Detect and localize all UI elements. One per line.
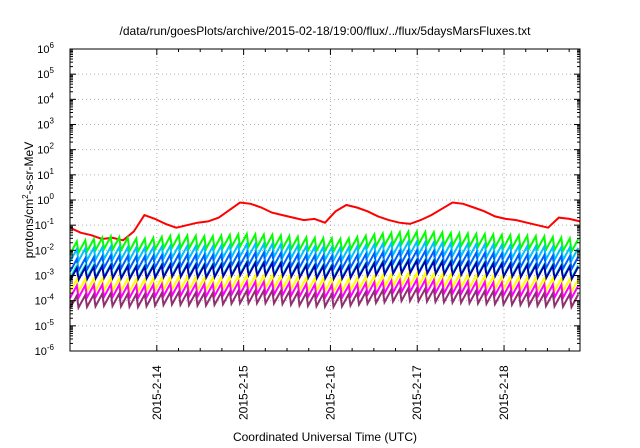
series-line-8 <box>69 276 580 302</box>
x-axis-label: Coordinated Universal Time (UTC) <box>233 430 417 444</box>
y-axis-label-base: protons/cm <box>22 199 36 258</box>
y-tick-label: 10-2 <box>35 242 55 257</box>
y-tick-label: 102 <box>37 142 54 157</box>
y-tick-label-exp: -5 <box>47 318 55 327</box>
y-tick-label-base: 10 <box>35 296 47 308</box>
y-tick-label-exp: 4 <box>50 91 55 100</box>
y-tick-label-base: 10 <box>37 120 49 132</box>
y-tick-label-base: 10 <box>37 69 49 81</box>
y-tick-label-exp: -1 <box>47 217 55 226</box>
series-line-3 <box>69 238 580 265</box>
x-tick-label: 2015-2-15 <box>237 365 251 420</box>
plot-area-frame <box>69 48 581 352</box>
x-tick-label: 2015-2-17 <box>410 365 424 420</box>
y-tick-label-base: 10 <box>35 271 47 283</box>
y-tick-label-exp: -4 <box>47 293 55 302</box>
y-tick-label-base: 10 <box>37 94 49 106</box>
y-axis-label-sup: 2 <box>21 194 30 199</box>
y-tick-label-base: 10 <box>35 245 47 257</box>
y-axis-label: protons/cm2-s-sr-MeV <box>21 142 36 258</box>
y-tick-label-base: 10 <box>37 44 49 56</box>
y-tick-label-exp: 0 <box>50 192 55 201</box>
y-tick-label-exp: 1 <box>50 167 55 176</box>
y-axis-label-rest: -s-sr-MeV <box>22 142 36 195</box>
y-tick-label: 10-5 <box>35 318 55 333</box>
y-tick-label-exp: -2 <box>47 242 55 251</box>
y-tick-label-base: 10 <box>35 346 47 358</box>
y-tick-label-base: 10 <box>37 195 49 207</box>
y-tick-label-exp: 5 <box>50 66 55 75</box>
y-tick-label-base: 10 <box>35 220 47 232</box>
series-line-9 <box>69 285 580 311</box>
y-tick-label: 103 <box>37 117 54 132</box>
y-tick-label-exp: -3 <box>47 268 55 277</box>
y-tick-labels: 10-610-510-410-310-210-11001011021031041… <box>35 41 55 358</box>
chart-title: /data/run/goesPlots/archive/2015-02-18/1… <box>120 24 532 38</box>
y-tick-label: 10-4 <box>35 293 55 308</box>
x-tick-labels: 2015-2-14 2015-2-15 2015-2-16 2015-2-17 2015… <box>150 365 511 420</box>
y-tick-label: 10-6 <box>35 343 55 358</box>
series-line-2 <box>69 228 580 256</box>
y-tick-label-base: 10 <box>37 145 49 157</box>
series-line-6 <box>69 257 580 284</box>
series-line-1 <box>69 201 581 242</box>
y-tick-label: 105 <box>37 66 54 81</box>
series-line-4 <box>69 247 580 274</box>
x-tick-label: 2015-2-18 <box>497 365 511 420</box>
data-series-group <box>69 201 581 311</box>
y-tick-label: 101 <box>37 167 54 182</box>
y-tick-label-exp: -6 <box>47 343 55 352</box>
y-tick-label: 104 <box>37 91 54 106</box>
y-tick-label: 106 <box>37 41 54 56</box>
x-tick-label: 2015-2-16 <box>323 365 337 420</box>
y-tick-label-exp: 6 <box>50 41 55 50</box>
y-tick-label: 10-1 <box>35 217 55 232</box>
y-tick-label-base: 10 <box>37 170 49 182</box>
y-tick-label: 10-3 <box>35 268 55 283</box>
y-tick-label-exp: 2 <box>50 142 55 151</box>
y-tick-label-exp: 3 <box>50 117 55 126</box>
y-tick-label-base: 10 <box>35 321 47 333</box>
y-tick-label: 100 <box>37 192 54 207</box>
x-tick-label: 2015-2-14 <box>150 365 164 420</box>
